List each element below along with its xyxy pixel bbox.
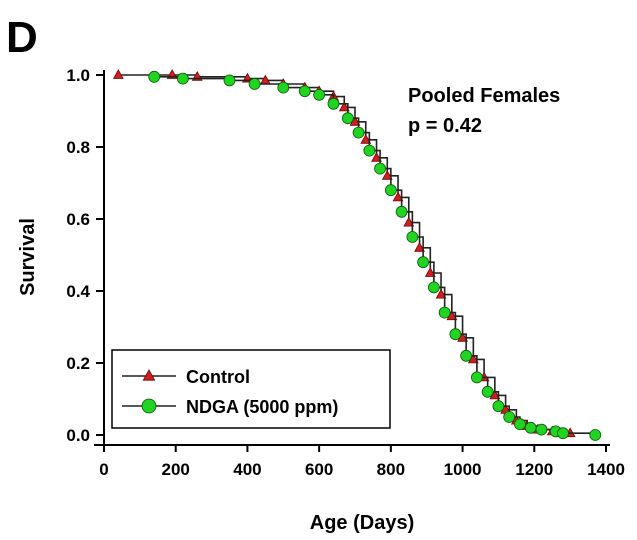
data-point — [449, 328, 462, 341]
data-point — [414, 241, 425, 252]
x-tick-label: 1200 — [515, 460, 553, 479]
x-tick-label: 600 — [305, 460, 333, 479]
data-point — [381, 169, 393, 180]
data-point — [338, 101, 350, 112]
x-axis-label: Age (Days) — [310, 512, 414, 534]
legend-label-control: Control — [186, 367, 250, 387]
data-point — [395, 205, 408, 218]
data-point — [223, 74, 236, 87]
data-point — [327, 97, 340, 110]
data-point — [363, 144, 376, 157]
annotation-line-1: Pooled Females — [408, 85, 560, 107]
data-point — [514, 418, 526, 431]
y-tick-label: 0.6 — [66, 210, 90, 229]
data-point — [277, 81, 290, 94]
y-tick-label: 0.2 — [66, 354, 90, 373]
data-point — [403, 216, 415, 227]
data-point — [589, 429, 602, 441]
data-point — [460, 349, 473, 362]
axes: 0 200 400 600 800 1000 1200 1400 0.0 0.2 0.4 0.6 0.8… — [66, 66, 625, 479]
data-point — [384, 184, 397, 197]
data-point — [371, 151, 382, 162]
x-tick-label: 1000 — [444, 460, 482, 479]
y-tick-label: 0.8 — [66, 138, 90, 157]
x-tick-label: 400 — [233, 460, 261, 479]
x-tick-label: 800 — [377, 460, 405, 479]
y-tick-label: 0.0 — [66, 426, 90, 445]
data-point — [248, 78, 261, 90]
x-tick-label: 0 — [99, 460, 108, 479]
data-point — [503, 411, 516, 423]
data-point — [438, 306, 451, 319]
legend-box — [111, 349, 391, 429]
x-tick-label: 200 — [162, 460, 190, 479]
data-point — [392, 191, 404, 202]
data-point — [524, 421, 537, 434]
data-point — [298, 85, 311, 98]
annotation-line-2: p = 0.42 — [408, 115, 482, 137]
data-point — [481, 385, 494, 398]
data-point — [557, 427, 569, 440]
x-tick-label: 1400 — [587, 460, 625, 479]
series-line — [118, 74, 571, 434]
data-point — [176, 72, 189, 85]
data-point — [492, 400, 505, 413]
panel-label: D — [6, 13, 38, 62]
legend-marker-control — [142, 369, 156, 381]
series-ndga — [148, 70, 602, 441]
legend: Control NDGA (5000 ppm) — [111, 349, 391, 429]
data-point — [471, 371, 483, 384]
data-point — [313, 88, 326, 101]
data-point — [427, 281, 440, 294]
data-point — [148, 70, 161, 83]
data-point — [352, 126, 365, 139]
data-point — [406, 231, 419, 243]
data-point — [424, 267, 436, 277]
y-tick-label: 1.0 — [66, 66, 90, 85]
series-layer — [112, 69, 602, 441]
y-tick-label: 0.4 — [66, 282, 90, 301]
data-point — [535, 423, 548, 436]
data-point — [341, 112, 354, 125]
data-point — [360, 133, 372, 144]
data-point — [417, 256, 430, 269]
data-point — [374, 162, 387, 175]
data-point — [435, 288, 447, 299]
legend-marker-ndga — [141, 398, 157, 414]
legend-label-ndga: NDGA (5000 ppm) — [186, 397, 338, 417]
data-point — [112, 69, 124, 79]
y-axis-label: Survival — [17, 218, 39, 296]
